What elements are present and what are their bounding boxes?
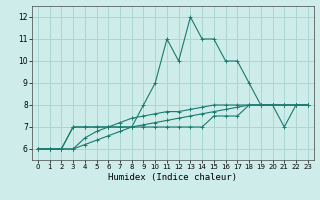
X-axis label: Humidex (Indice chaleur): Humidex (Indice chaleur) (108, 173, 237, 182)
